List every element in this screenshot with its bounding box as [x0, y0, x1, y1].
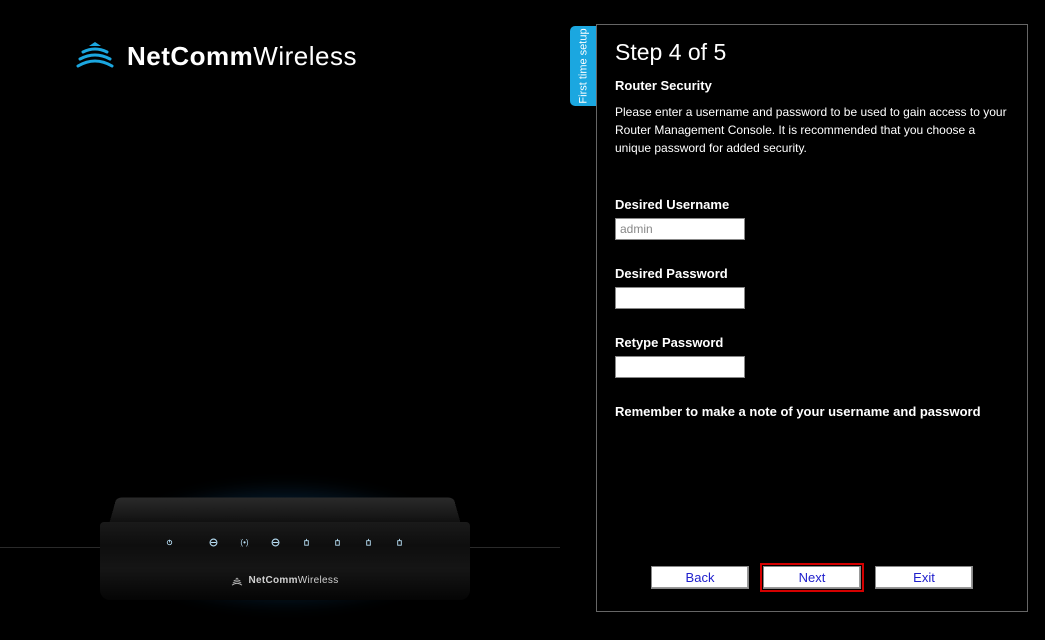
section-title: Router Security: [615, 78, 1009, 93]
led-5-icon: [333, 538, 342, 547]
retype-password-label: Retype Password: [615, 335, 1009, 350]
led-7-icon: [395, 538, 404, 547]
exit-button[interactable]: Exit: [875, 566, 973, 589]
router-front: ((•)) NetCommWireless: [100, 522, 470, 600]
reminder-text: Remember to make a note of your username…: [615, 404, 1009, 419]
retype-password-field-group: Retype Password: [615, 335, 1009, 378]
svg-text:((•)): ((•)): [240, 538, 249, 547]
led-3-icon: [271, 538, 280, 547]
led-2-icon: ((•)): [240, 538, 249, 547]
setup-tab[interactable]: First time setup: [570, 26, 598, 106]
section-description: Please enter a username and password to …: [615, 103, 1009, 157]
router-brand-label: NetCommWireless: [100, 575, 470, 586]
brand-logo: NetCommWireless: [75, 38, 357, 74]
username-input[interactable]: [615, 218, 745, 240]
username-field-group: Desired Username: [615, 197, 1009, 240]
username-label: Desired Username: [615, 197, 1009, 212]
button-row: Back Next Exit: [597, 566, 1027, 589]
led-4-icon: [302, 538, 311, 547]
led-6-icon: [364, 538, 373, 547]
back-button[interactable]: Back: [651, 566, 749, 589]
step-title: Step 4 of 5: [615, 39, 1009, 66]
password-input[interactable]: [615, 287, 745, 309]
router-body: ((•)) NetCommWireless: [100, 480, 470, 600]
led-1-icon: [209, 538, 218, 547]
wifi-icon: [75, 38, 115, 74]
setup-tab-label: First time setup: [578, 28, 590, 103]
wizard-panel: Step 4 of 5 Router Security Please enter…: [596, 24, 1028, 612]
password-field-group: Desired Password: [615, 266, 1009, 309]
brand-name: NetCommWireless: [127, 41, 357, 72]
next-button[interactable]: Next: [763, 566, 861, 589]
power-led-icon: [166, 539, 173, 546]
password-label: Desired Password: [615, 266, 1009, 281]
router-leds: ((•)): [100, 538, 470, 547]
retype-password-input[interactable]: [615, 356, 745, 378]
router-illustration: ((•)) NetCommWireless: [70, 446, 500, 626]
router-wifi-icon: [231, 576, 243, 586]
